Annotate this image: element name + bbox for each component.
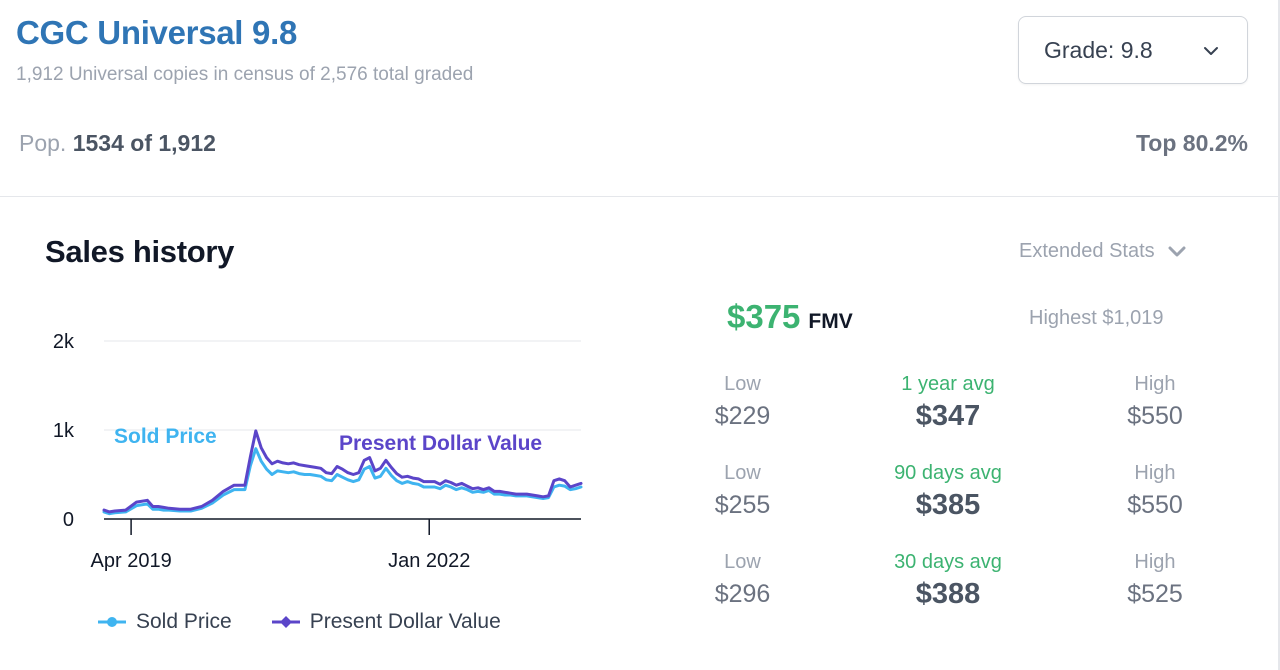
inline-label-sold-price: Sold Price <box>114 425 217 448</box>
extended-stats-toggle[interactable]: Extended Stats <box>1019 240 1189 263</box>
x-tick-label: Jan 2022 <box>388 550 470 572</box>
highest-sale: Highest $1,019 <box>1029 307 1164 329</box>
stat-low: Low $296 <box>690 546 795 610</box>
chart-legend: Sold Price Present Dollar Value <box>96 610 501 634</box>
stat-avg-value: $388 <box>915 578 981 610</box>
stat-low: Low $229 <box>690 368 795 432</box>
stat-high-label: High <box>1134 373 1176 395</box>
stat-low-label: Low <box>724 551 761 573</box>
stat-avg: 1 year avg $347 <box>873 368 1023 432</box>
pop-value: 1534 of 1,912 <box>72 130 216 156</box>
stat-low-label: Low <box>724 462 761 484</box>
stat-high: High $550 <box>1100 457 1210 521</box>
stat-avg-label: 1 year avg <box>901 373 995 395</box>
stat-low-value: $296 <box>714 580 771 608</box>
stat-high-label: High <box>1134 462 1176 484</box>
stat-avg-value: $385 <box>915 489 981 521</box>
extended-stats-label: Extended Stats <box>1019 240 1155 262</box>
census-subtitle: 1,912 Universal copies in census of 2,57… <box>16 64 474 85</box>
legend-label-present-dollar-value: Present Dollar Value <box>309 610 501 633</box>
stat-high: High $525 <box>1100 546 1210 610</box>
grade-select[interactable]: Grade: 9.8 <box>1018 16 1248 84</box>
fmv-label: FMV <box>808 310 853 333</box>
sales-history-chart: 0 1k 2k Apr 2019 Jan 2022 Sold Price Present D… <box>53 331 583 572</box>
chevron-down-icon <box>1168 246 1186 256</box>
legend-item-present-dollar-value[interactable]: Present Dollar Value <box>270 610 501 634</box>
stat-avg-label: 30 days avg <box>894 551 1002 573</box>
pop-label: Pop. <box>19 130 67 156</box>
top-percent: Top 80.2% <box>1135 130 1248 156</box>
sales-history-title: Sales history <box>45 234 235 269</box>
legend-marker-present-dollar-value <box>271 616 300 628</box>
stat-row-30-days: Low $296 30 days avg $388 High $525 <box>690 546 1230 626</box>
stat-high: High $550 <box>1100 368 1210 432</box>
stat-avg: 90 days avg $385 <box>873 457 1023 521</box>
fmv-value: $375 <box>727 298 801 335</box>
y-tick-label: 2k <box>53 331 75 353</box>
inline-label-present-dollar-value: Present Dollar Value <box>339 432 542 455</box>
stat-low-value: $255 <box>714 491 771 519</box>
y-tick-label: 1k <box>53 420 75 442</box>
stat-row-90-days: Low $255 90 days avg $385 High $550 <box>690 457 1230 537</box>
stat-high-label: High <box>1134 551 1176 573</box>
y-tick-label: 0 <box>63 509 74 531</box>
legend-marker-sold-price <box>98 617 126 627</box>
fmv-block: $375 FMV <box>727 298 853 336</box>
legend-item-sold-price[interactable]: Sold Price <box>96 610 232 634</box>
stat-low-label: Low <box>724 373 761 395</box>
series-line-present-dollar-value <box>102 429 583 514</box>
stat-avg-label: 90 days avg <box>894 462 1002 484</box>
population-line: Pop. 1534 of 1,912 <box>19 130 216 157</box>
stat-high-value: $550 <box>1127 491 1183 519</box>
grade-select-label: Grade: 9.8 <box>1044 36 1153 63</box>
legend-label-sold-price: Sold Price <box>136 610 232 633</box>
x-tick-label: Apr 2019 <box>91 550 172 572</box>
stat-avg-value: $347 <box>915 400 981 432</box>
census-title: CGC Universal 9.8 <box>16 14 298 51</box>
stat-high-value: $525 <box>1127 580 1183 608</box>
stat-row-1-year: Low $229 1 year avg $347 High $550 <box>690 368 1230 448</box>
stat-high-value: $550 <box>1127 402 1183 430</box>
section-divider <box>0 196 1278 197</box>
stat-low-value: $229 <box>714 402 771 430</box>
chevron-down-icon <box>1204 47 1218 55</box>
series-line-sold-price <box>102 447 583 516</box>
stat-avg: 30 days avg $388 <box>873 546 1023 610</box>
panel-edge <box>1278 0 1280 670</box>
stat-low: Low $255 <box>690 457 795 521</box>
